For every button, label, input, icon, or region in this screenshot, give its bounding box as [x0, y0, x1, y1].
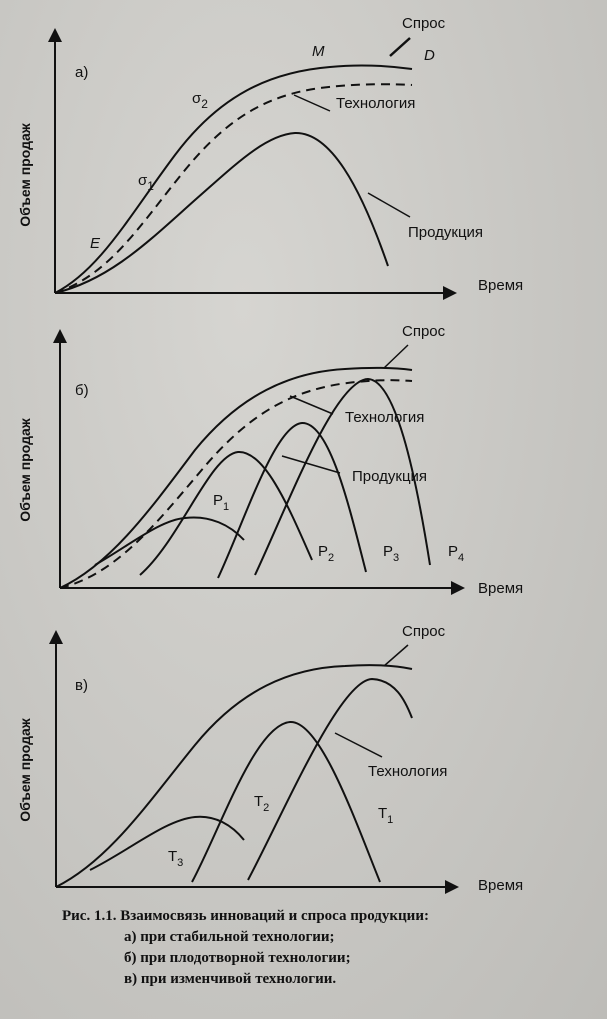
panel-b-product-p3-curve	[217, 421, 367, 579]
panel-a-d-label: D	[424, 47, 435, 64]
panel-c-technology-label: Технология	[368, 763, 447, 780]
panel-a-technology-label: Технология	[336, 95, 415, 112]
panel-a-e-label: E	[90, 235, 101, 252]
panel-c-t2-label: T2	[254, 793, 269, 814]
panel-c-demand-curve	[55, 664, 413, 888]
panel-a-technology-curve	[54, 83, 413, 294]
panel-b-product-p2-curve	[139, 450, 313, 576]
panel-c-demand-label: Спрос	[402, 623, 446, 640]
panel-a: Объем продаж Время а) Спрос Технология П…	[17, 15, 523, 300]
panel-c-demand-pointer	[383, 644, 409, 667]
panel-a-product-label: Продукция	[408, 224, 483, 241]
panel-b: Объем продаж Время б) Спрос Технология П…	[17, 323, 523, 597]
panel-b-product-pointer	[281, 455, 341, 474]
panel-a-demand-curve	[54, 64, 413, 294]
panel-a-product-pointer	[367, 192, 411, 218]
panel-c-t2-curve	[191, 720, 381, 883]
panel-b-xlabel: Время	[478, 580, 523, 597]
panel-b-letter: б)	[75, 382, 89, 399]
caption-item-a: а) при стабильной технологии;	[124, 929, 335, 945]
panel-b-p3-label: P3	[383, 543, 399, 564]
panel-a-xlabel: Время	[478, 277, 523, 294]
panel-b-technology-pointer	[289, 395, 334, 415]
panel-a-ylabel: Объем продаж	[17, 122, 33, 226]
panel-b-p2-label: P2	[318, 543, 334, 564]
panel-c: Объем продаж Время в) Спрос Технология T…	[17, 623, 523, 894]
panel-c-xlabel: Время	[478, 877, 523, 894]
panel-c-t3-curve	[89, 815, 245, 871]
panel-a-m-label: M	[312, 43, 325, 60]
panel-b-p1-label: P1	[213, 492, 229, 513]
panel-c-t3-label: T3	[168, 848, 183, 869]
panel-c-t1-label: T1	[378, 805, 393, 826]
panel-b-product-p4-curve	[254, 377, 431, 576]
panel-b-demand-curve	[59, 366, 413, 589]
panel-c-ylabel: Объем продаж	[17, 717, 33, 821]
panel-a-demand-pointer	[389, 37, 411, 57]
panel-c-t1-curve	[247, 677, 413, 881]
panel-b-p4-label: P4	[448, 543, 464, 564]
panel-a-technology-pointer	[293, 94, 331, 112]
panel-a-letter: а)	[75, 64, 88, 81]
panel-a-product-curve	[54, 131, 389, 294]
panel-b-technology-curve	[59, 379, 413, 589]
panel-a-sigma1-label: σ1	[138, 172, 154, 193]
caption-title: Рис. 1.1. Взаимосвязь инноваций и спроса…	[62, 908, 429, 924]
caption-item-b: б) при плодотворной технологии;	[124, 950, 351, 966]
panel-c-letter: в)	[75, 677, 88, 694]
panel-a-demand-label: Спрос	[402, 15, 446, 32]
figure-caption: Рис. 1.1. Взаимосвязь инноваций и спроса…	[62, 906, 592, 990]
panel-a-sigma2-label: σ2	[192, 90, 208, 111]
caption-item-c: в) при изменчивой технологии.	[124, 971, 337, 987]
panel-b-demand-pointer	[383, 344, 409, 369]
panel-b-product-p1-curve	[94, 516, 245, 566]
panel-c-technology-pointer	[334, 732, 383, 758]
figure-diagrams: Объем продаж Время а) Спрос Технология П…	[17, 15, 523, 894]
panel-b-technology-label: Технология	[345, 409, 424, 426]
panel-b-ylabel: Объем продаж	[17, 417, 33, 521]
panel-b-demand-label: Спрос	[402, 323, 446, 340]
panel-b-product-label: Продукция	[352, 468, 427, 485]
